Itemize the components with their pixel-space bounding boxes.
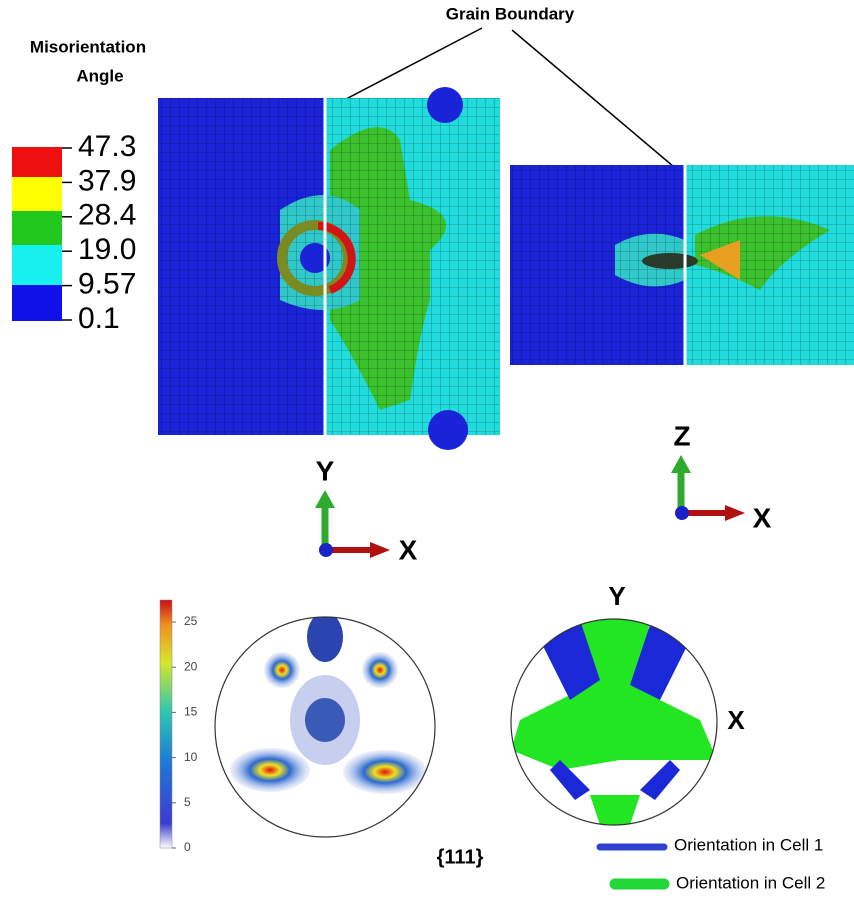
- legend-title: Misorientation: [30, 37, 146, 56]
- triad-xy: [315, 490, 390, 558]
- legend-swatches: [12, 147, 62, 321]
- legend-label: 37.9: [78, 164, 136, 197]
- axis-label: X: [753, 502, 772, 533]
- colorbar-label: 0: [184, 840, 191, 854]
- axis-label: Z: [673, 420, 690, 451]
- plane-label: {111}: [437, 846, 484, 868]
- axis-label: X: [727, 705, 745, 735]
- colorbar: [160, 600, 172, 848]
- mesh-view-xz: [510, 165, 854, 365]
- pole-figure-orientation: [511, 619, 717, 825]
- legend-title: Angle: [76, 66, 123, 85]
- colorbar-label: 15: [184, 705, 198, 719]
- legend-label: 19.0: [78, 233, 136, 266]
- axis-label: Y: [608, 581, 625, 611]
- pointer: [512, 30, 680, 172]
- axis-label: X: [399, 534, 418, 565]
- legend-entry: Orientation in Cell 2: [676, 873, 825, 892]
- colorbar-label: 25: [184, 614, 198, 628]
- legend-label: 9.57: [78, 268, 136, 301]
- colorbar-label: 20: [184, 659, 198, 673]
- mesh-view-xy: [158, 87, 500, 450]
- title: Grain Boundary: [446, 4, 575, 23]
- legend-label: 0.1: [78, 302, 120, 335]
- legend-label: 47.3: [78, 130, 136, 163]
- axis-label: Y: [316, 455, 335, 486]
- figure: Grain Boundary Misorientation Angle 47.3…: [0, 0, 854, 899]
- legend-entry: Orientation in Cell 1: [674, 835, 823, 854]
- colorbar-label: 10: [184, 750, 198, 764]
- triad-xz: [671, 455, 745, 521]
- legend-label: 28.4: [78, 199, 136, 232]
- colorbar-label: 5: [184, 795, 191, 809]
- pole-figure-density: [215, 612, 435, 837]
